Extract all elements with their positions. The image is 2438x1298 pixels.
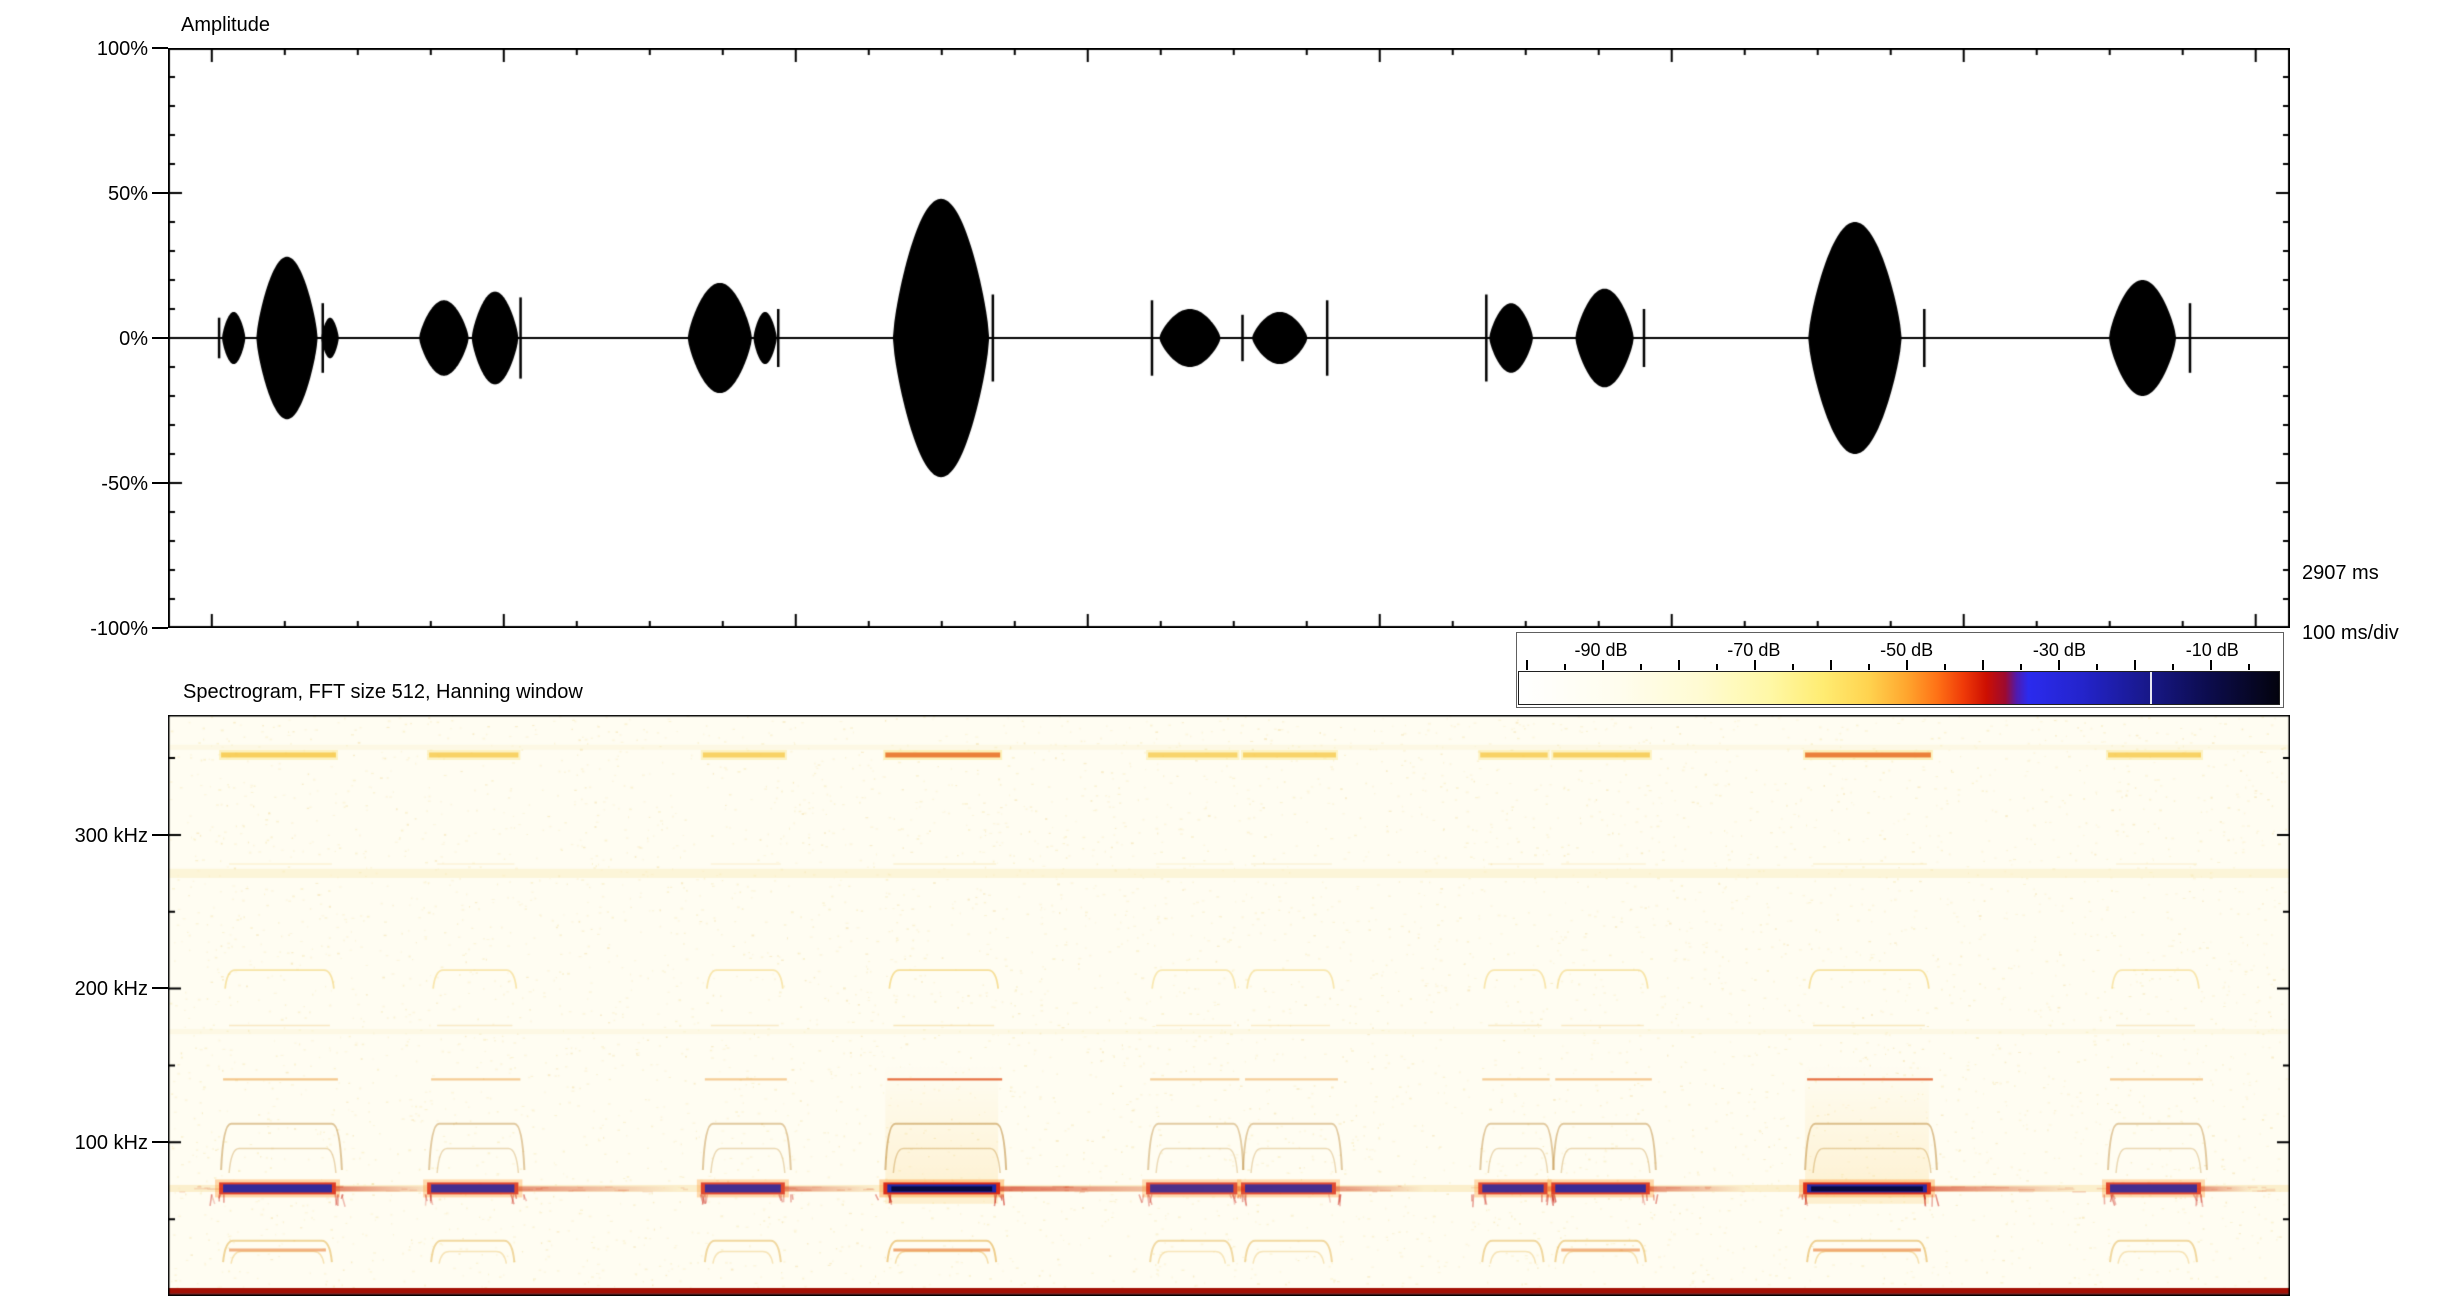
legend-db-label: -70 dB bbox=[1727, 640, 1781, 660]
waveform-title: Amplitude bbox=[181, 14, 270, 36]
legend-tick bbox=[1715, 664, 1718, 670]
legend-tick bbox=[1563, 664, 1566, 670]
legend-tick bbox=[2209, 660, 2212, 670]
legend-tick bbox=[1791, 664, 1794, 670]
legend-tick bbox=[1867, 664, 1870, 670]
wave-y-tick-label: 0% bbox=[119, 328, 148, 350]
spec-y-tick-label: 200 kHz bbox=[74, 978, 148, 1000]
cursor-time-label: 2907 ms bbox=[2302, 562, 2379, 584]
spec-y-tick bbox=[152, 834, 168, 836]
legend-tick bbox=[1677, 660, 1680, 670]
wave-y-tick bbox=[152, 192, 168, 194]
spectrogram-title: Spectrogram, FFT size 512, Hanning windo… bbox=[183, 681, 583, 703]
legend-tick bbox=[2019, 664, 2022, 670]
spectrogram-plot[interactable] bbox=[168, 715, 2290, 1296]
legend-tick bbox=[2057, 660, 2060, 670]
legend-db-label: -10 dB bbox=[2185, 640, 2239, 660]
legend-tick bbox=[1525, 660, 1528, 670]
wave-y-tick-label: 50% bbox=[107, 183, 148, 205]
legend-tick bbox=[1981, 660, 1984, 670]
legend-tick bbox=[1601, 660, 1604, 670]
legend-tick bbox=[1943, 664, 1946, 670]
spectrogram-color-legend: -90 dB -70 dB -50 dB -30 dB -10 dB bbox=[1516, 632, 2284, 708]
legend-tick bbox=[2247, 664, 2250, 670]
spec-y-tick bbox=[152, 987, 168, 989]
legend-tick bbox=[1829, 660, 1832, 670]
legend-tick bbox=[2095, 664, 2098, 670]
wave-y-tick bbox=[152, 627, 168, 629]
wave-y-tick-label: -100% bbox=[90, 618, 148, 640]
spec-y-tick bbox=[152, 1141, 168, 1143]
spec-y-tick-label: 100 kHz bbox=[74, 1132, 148, 1154]
time-scale-label: 100 ms/div bbox=[2302, 622, 2399, 644]
wave-y-tick-label: -50% bbox=[101, 473, 148, 495]
legend-gradient-bar bbox=[1518, 671, 2280, 705]
legend-db-label: -30 dB bbox=[2032, 640, 2086, 660]
legend-tick bbox=[1639, 664, 1642, 670]
wave-y-tick-label: 100% bbox=[96, 38, 148, 60]
legend-tick bbox=[1753, 660, 1756, 670]
legend-tick bbox=[2133, 660, 2136, 670]
legend-db-label: -90 dB bbox=[1574, 640, 1628, 660]
legend-db-label: -50 dB bbox=[1880, 640, 1934, 660]
waveform-plot[interactable] bbox=[168, 48, 2290, 628]
legend-tick bbox=[1905, 660, 1908, 670]
spec-y-tick-label: 300 kHz bbox=[74, 825, 148, 847]
wave-y-tick bbox=[152, 482, 168, 484]
wave-y-tick bbox=[152, 337, 168, 339]
legend-tick bbox=[2171, 664, 2174, 670]
legend-marker-line bbox=[2149, 672, 2152, 704]
wave-y-tick bbox=[152, 47, 168, 49]
